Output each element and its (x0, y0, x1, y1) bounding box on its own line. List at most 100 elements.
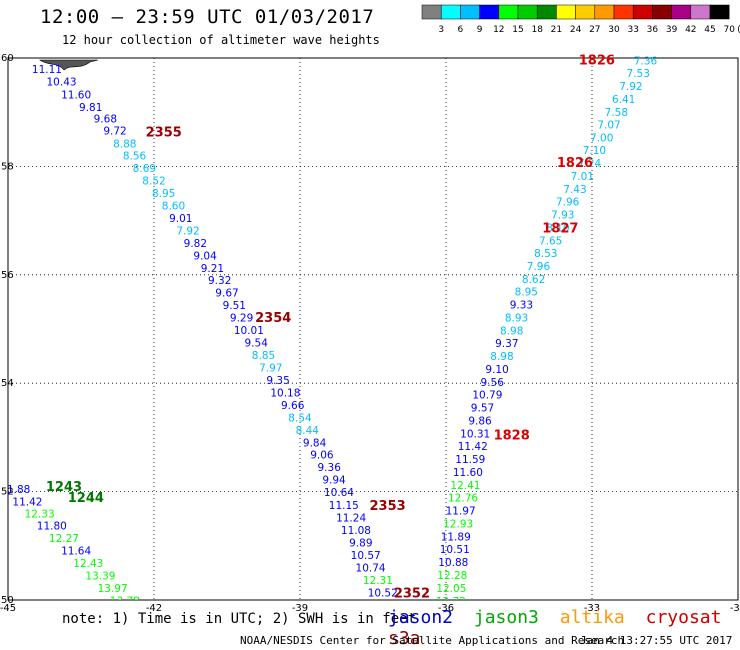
legend-altika: altika (559, 607, 625, 628)
wave-height-label: 10.01 (234, 325, 264, 337)
wave-height-label: 10.31 (460, 429, 490, 441)
scale-label: 42 (685, 25, 696, 35)
wave-height-label: 12.31 (363, 575, 393, 587)
wave-height-label: 12.93 (443, 519, 473, 531)
wave-height-label: 8.10 (546, 223, 569, 235)
wave-height-label: 11.97 (446, 506, 476, 518)
wave-height-label: 11.60 (61, 89, 91, 101)
coastline (39, 59, 99, 71)
wave-height-label: 9.94 (322, 475, 346, 487)
pass-time-label: 2353 (370, 499, 406, 514)
wave-height-label: 7.43 (563, 184, 586, 196)
wave-height-label: 11.59 (455, 454, 485, 466)
wave-height-label: 7.36 (634, 56, 658, 68)
wave-height-label: 8.88 (113, 139, 136, 151)
wave-height-label: 9.06 (310, 450, 334, 462)
satellite-legend: jason2 jason3 altika cryosat s3a (388, 607, 740, 649)
scale-label: 45 (704, 25, 715, 35)
wave-height-label: 8.95 (152, 188, 175, 200)
wave-height-label: 9.32 (208, 275, 231, 287)
scale-label: 30 (608, 25, 620, 35)
legend-jason2: jason2 (388, 607, 454, 628)
wave-height-label: 10.79 (472, 390, 502, 402)
wave-height-label: 7.01 (571, 171, 594, 183)
wave-height-label: 11.88 (0, 484, 30, 496)
wave-height-label: 9.84 (303, 437, 327, 449)
wave-height-label: 11.60 (453, 467, 483, 479)
pass-time-label: 1244 (68, 491, 104, 506)
y-tick-label: 52 (1, 487, 14, 498)
y-tick-label: 56 (1, 270, 14, 281)
data-points: 11.1110.4311.609.819.689.728.888.568.698… (0, 54, 658, 645)
wave-height-label: 8.98 (500, 326, 523, 338)
pass-time-label: 2354 (255, 311, 291, 326)
x-tick-label: -30 (730, 603, 740, 614)
wave-height-label: 7.96 (556, 197, 580, 209)
wave-height-label: 11.89 (441, 532, 471, 544)
y-tick-label: 60 (1, 53, 14, 64)
wave-height-label: 8.93 (505, 313, 528, 325)
y-tick-label: 50 (1, 595, 14, 606)
wave-height-label: 9.35 (266, 375, 289, 387)
scale-label: 3 (438, 25, 444, 35)
pass-time-label: 1826 (557, 156, 593, 171)
wave-height-label: 8.95 (515, 287, 538, 299)
credit-text: NOAA/NESDIS Center for Satellite Applica… (240, 634, 625, 647)
wave-height-label: 7.92 (176, 225, 199, 237)
wave-height-label: 10.18 (270, 387, 300, 399)
wave-height-label: 9.82 (184, 238, 207, 250)
wave-height-label: 12.28 (437, 570, 467, 582)
scale-label: 70 (723, 25, 735, 35)
wave-height-label: 10.57 (351, 550, 381, 562)
pass-time-label: 1827 (542, 222, 578, 237)
wave-height-label: 12.76 (448, 493, 478, 505)
wave-height-label: 9.89 (349, 538, 372, 550)
wave-height-label: 9.01 (169, 213, 192, 225)
wave-height-label: 10.88 (438, 557, 468, 569)
x-tick-label: -33 (584, 603, 600, 614)
wave-height-label: 12.05 (436, 583, 466, 595)
wave-height-label: 9.86 (468, 416, 492, 428)
wave-height-label: 9.81 (79, 102, 102, 114)
wave-height-label: 13.78 (110, 596, 140, 608)
legend-cryosat: cryosat (645, 607, 722, 628)
pass-time-label: 2352 (394, 586, 430, 601)
pass-time-label: 1826 (579, 54, 615, 69)
wave-height-label: 8.56 (123, 151, 147, 163)
wave-height-label: 9.56 (481, 377, 505, 389)
wave-height-label: 8.69 (133, 163, 156, 175)
scale-label: 24 (570, 25, 582, 35)
wave-height-label: 10.51 (440, 544, 470, 556)
scale-label: 36 (647, 25, 659, 35)
wave-height-label: 9.66 (281, 400, 305, 412)
wave-height-label: 12.60 (141, 633, 171, 645)
wave-height-label: 7.96 (527, 261, 551, 273)
wave-height-label: 10.43 (47, 76, 77, 88)
wave-height-label: 8.53 (534, 248, 557, 260)
wave-height-label: 11.11 (32, 64, 62, 76)
scale-label: 6 (458, 25, 464, 35)
wave-height-label: 11.15 (329, 500, 359, 512)
wave-height-label: 13.97 (98, 583, 128, 595)
wave-height-label: 12.41 (450, 480, 480, 492)
pass-time-label: 2355 (146, 126, 182, 141)
scale-label: 9 (477, 25, 483, 35)
scale-label: 12 (493, 25, 504, 35)
x-tick-label: -45 (0, 603, 16, 614)
scale-label: 18 (531, 25, 543, 35)
y-tick-label: 54 (1, 378, 14, 389)
wave-height-label: 11.64 (61, 546, 91, 558)
wave-height-label: 8.60 (162, 200, 185, 212)
wave-height-label: 7.58 (605, 107, 628, 119)
wave-height-label: 7.92 (619, 81, 642, 93)
wave-height-label: 9.04 (193, 250, 217, 262)
wave-height-label: 13.72 (436, 596, 466, 608)
pass-time-label: 1243 (46, 480, 82, 495)
wave-height-label: 7.00 (590, 133, 613, 145)
scale-unit: (ft) (737, 25, 740, 35)
legend-s3a: s3a (388, 628, 421, 649)
wave-height-label: 9.68 (94, 114, 117, 126)
wave-height-label: 8.54 (288, 412, 312, 424)
wave-height-label: 7.10 (583, 145, 606, 157)
